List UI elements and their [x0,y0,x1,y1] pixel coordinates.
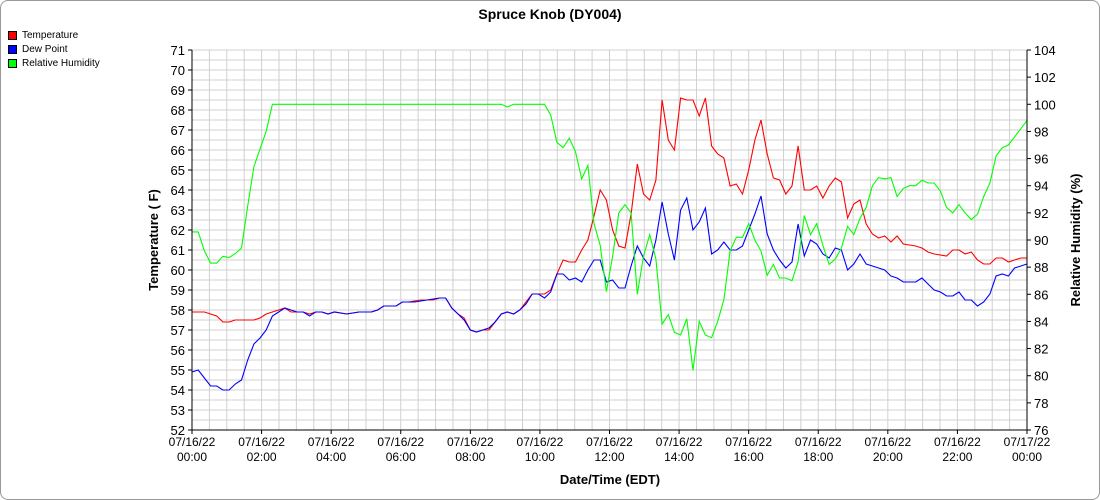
y2-tick-label: 86 [1034,287,1048,302]
y2-tick-label: 90 [1034,233,1048,248]
x-tick-label-time: 10:00 [525,450,555,464]
x-tick-label-time: 16:00 [734,450,764,464]
y-tick-label: 63 [171,203,185,218]
series-lines [191,97,1028,391]
axes: 52 53 54 55 56 57 58 59 60 61 62 63 64 65 66 67 68 69 70 71… [169,43,1056,464]
x-tick-label-time: 00:00 [177,450,207,464]
legend-label-relative-humidity: Relative Humidity [22,57,100,69]
legend-swatch-relative-humidity [8,58,17,68]
x-tick-label-date: 07/16/22 [238,435,285,449]
y-tick-label: 68 [171,103,185,118]
series-line-relative-humidity [192,103,1028,371]
legend-item-dew-point: Dew Point [8,42,100,56]
legend-label-dew-point: Dew Point [22,43,68,55]
x-tick-label-time: 06:00 [386,450,416,464]
y-tick-label: 64 [171,183,185,198]
y-tick-label: 70 [171,63,185,78]
y-tick-label: 59 [171,283,185,298]
x-tick-label-time: 12:00 [594,450,624,464]
series-line-dew-point [191,195,1028,391]
y2-tick-label: 92 [1034,206,1048,221]
x-tick-label-time: 20:00 [873,450,903,464]
y-tick-label: 57 [171,323,185,338]
legend: Temperature Dew Point Relative Humidity [8,28,100,70]
y2-tick-label: 84 [1034,314,1048,329]
y2-tick-label: 82 [1034,342,1048,357]
x-tick-label-time: 00:00 [1012,450,1042,464]
y2-tick-label: 100 [1034,97,1056,112]
legend-swatch-temperature [8,30,17,40]
x-tick-label-time: 08:00 [455,450,485,464]
y2-tick-label: 94 [1034,179,1048,194]
x-tick-label-date: 07/16/22 [447,435,494,449]
x-tick-label-date: 07/16/22 [586,435,633,449]
legend-item-relative-humidity: Relative Humidity [8,56,100,70]
x-axis-label: Date/Time (EDT) [560,472,660,487]
x-tick-label-time: 22:00 [942,450,972,464]
y-tick-label: 66 [171,143,185,158]
x-tick-label-time: 04:00 [316,450,346,464]
chart-title: Spruce Knob (DY004) [478,6,621,22]
y-axis-label: Temperature ( F) [146,189,161,291]
y2-tick-label: 78 [1034,396,1048,411]
legend-item-temperature: Temperature [8,28,100,42]
y-tick-label: 53 [171,403,185,418]
y2-tick-label: 96 [1034,152,1048,167]
x-tick-label-date: 07/16/22 [864,435,911,449]
x-tick-label-date: 07/16/22 [725,435,772,449]
legend-swatch-dew-point [8,44,17,54]
y-tick-label: 55 [171,363,185,378]
y-tick-label: 54 [171,383,185,398]
y2-tick-label: 80 [1034,369,1048,384]
y-tick-label: 61 [171,243,185,258]
y-tick-label: 52 [171,423,185,438]
y-tick-label: 71 [171,43,185,58]
x-tick-label-date: 07/16/22 [377,435,424,449]
y-tick-label: 65 [171,163,185,178]
legend-label-temperature: Temperature [22,29,79,41]
x-tick-label-date: 07/16/22 [308,435,355,449]
x-tick-label-date: 07/17/22 [1004,435,1051,449]
y2-tick-label: 98 [1034,124,1048,139]
y-tick-label: 60 [171,263,185,278]
y-tick-label: 58 [171,303,185,318]
x-tick-label-date: 07/16/22 [169,435,216,449]
y-tick-label: 69 [171,83,185,98]
x-tick-label-time: 14:00 [664,450,694,464]
y2-axis-label: Relative Humidity (%) [1068,174,1083,307]
y-tick-label: 67 [171,123,185,138]
x-tick-label-date: 07/16/22 [517,435,564,449]
x-tick-label-date: 07/16/22 [795,435,842,449]
x-tick-label-time: 02:00 [247,450,277,464]
x-tick-label-date: 07/16/22 [656,435,703,449]
y2-tick-label: 76 [1034,423,1048,438]
x-tick-label-time: 18:00 [803,450,833,464]
y2-tick-label: 104 [1034,43,1056,58]
y2-tick-label: 102 [1034,70,1056,85]
grid [191,49,1028,431]
x-tick-label-date: 07/16/22 [934,435,981,449]
y2-tick-label: 88 [1034,260,1048,275]
y-tick-label: 56 [171,343,185,358]
y-tick-label: 62 [171,223,185,238]
